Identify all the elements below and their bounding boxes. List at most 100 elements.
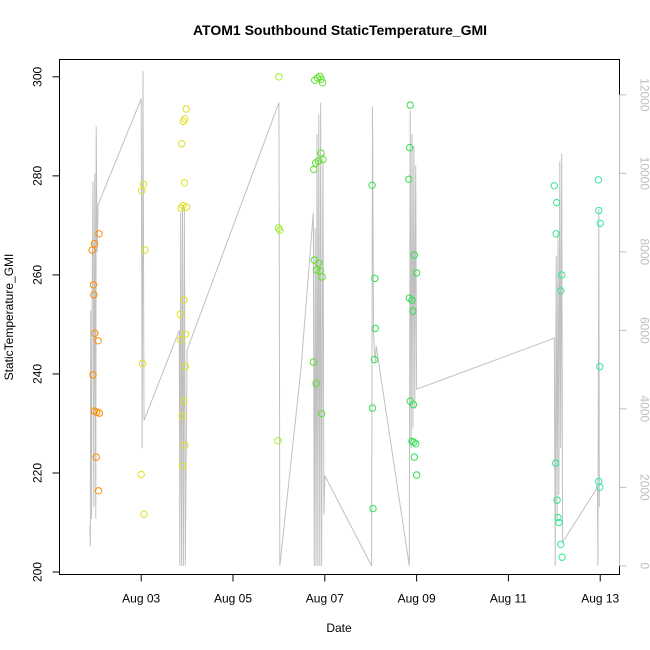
x-tick-label: Aug 13 [581,592,619,606]
x-tick-label: Aug 07 [306,592,344,606]
data-point [410,453,418,461]
data-point [317,149,325,157]
data-point [408,296,416,304]
data-point [274,437,282,445]
data-point [596,483,604,491]
data-point [138,359,147,368]
data-point [89,281,98,289]
data-point [557,540,565,548]
data-point [275,73,283,81]
data-point [95,409,104,417]
data-point [552,459,560,467]
data-point [310,165,318,174]
data-point [90,291,98,299]
data-point [88,246,96,254]
data-point [553,496,561,504]
data-point [89,371,97,379]
y-tick-label: 200 [31,562,45,582]
data-point [368,181,376,190]
y-tick-label: 280 [31,166,45,186]
data-point [552,198,561,207]
data-point [95,230,103,238]
data-point [596,219,604,228]
data-point [317,75,325,84]
data-point [412,471,421,479]
data-point [406,101,414,109]
y2-tick-label: 8000 [638,238,650,265]
data-point [137,470,145,479]
data-point [182,203,191,211]
y2-tick-label: 0 [638,563,650,570]
data-point [178,462,187,470]
data-point [318,273,326,281]
data-point [92,453,100,461]
data-point [94,337,102,345]
data-point [550,182,558,190]
data-point [182,330,190,338]
data-point [371,324,379,333]
data-point [557,287,565,295]
data-point [318,79,327,87]
data-point [312,379,320,388]
data-point [141,246,149,254]
data-point [371,274,379,283]
data-point [182,105,190,113]
data-point [177,140,186,148]
x-axis-label: Date [326,621,352,635]
y2-tick-label: 2000 [638,474,650,501]
data-point [368,404,377,412]
y-axis-label: StaticTemperature_GMI [2,254,16,381]
data-point [309,358,317,366]
data-point [558,271,566,279]
altitude-line [89,71,600,567]
data-point [180,179,189,187]
x-tick-label: Aug 03 [122,592,160,606]
data-point [94,487,103,495]
data-point [315,259,323,267]
points-layer [88,72,604,561]
altitude-layer [89,71,600,567]
data-point [314,157,323,165]
y-tick-label: 300 [31,66,45,86]
data-point [180,296,188,304]
data-point [558,553,566,561]
data-point [176,310,184,319]
data-point [319,155,327,164]
y2-tick-label: 6000 [638,317,650,344]
data-point [554,513,562,522]
data-point [412,269,421,277]
data-point [412,440,420,448]
data-point [317,409,326,418]
data-point [370,355,379,364]
y-tick-label: 240 [31,364,45,384]
chart-title: ATOM1 Southbound StaticTemperature_GMI [193,22,487,38]
x-tick-label: Aug 05 [214,592,252,606]
y-tick-label: 260 [31,265,45,285]
data-point [139,180,148,189]
secondary-y-axis: 0 2000 4000 6000 8000 10000 12000 [619,78,650,570]
data-point [181,441,189,449]
data-point [410,251,418,259]
y2-tick-label: 12000 [638,78,650,112]
data-point [177,336,185,344]
data-point [369,504,377,513]
data-point [406,143,414,152]
data-point [409,307,417,315]
x-tick-label: Aug 09 [398,592,436,606]
data-point [181,115,189,123]
data-point [276,226,284,235]
data-point [180,397,188,405]
y-axis: 200 220 240 260 280 300 [31,66,60,582]
data-point [596,362,604,371]
data-point [140,510,148,518]
x-axis: Aug 03 Aug 05 Aug 07 Aug 09 Aug 11 Aug 13 [122,574,620,606]
data-point [178,412,186,420]
data-point [410,438,418,446]
data-point [409,400,418,409]
data-point [181,362,190,371]
y-tick-label: 220 [31,463,45,483]
data-point [405,175,413,184]
data-point [595,206,603,215]
data-point [312,266,321,274]
